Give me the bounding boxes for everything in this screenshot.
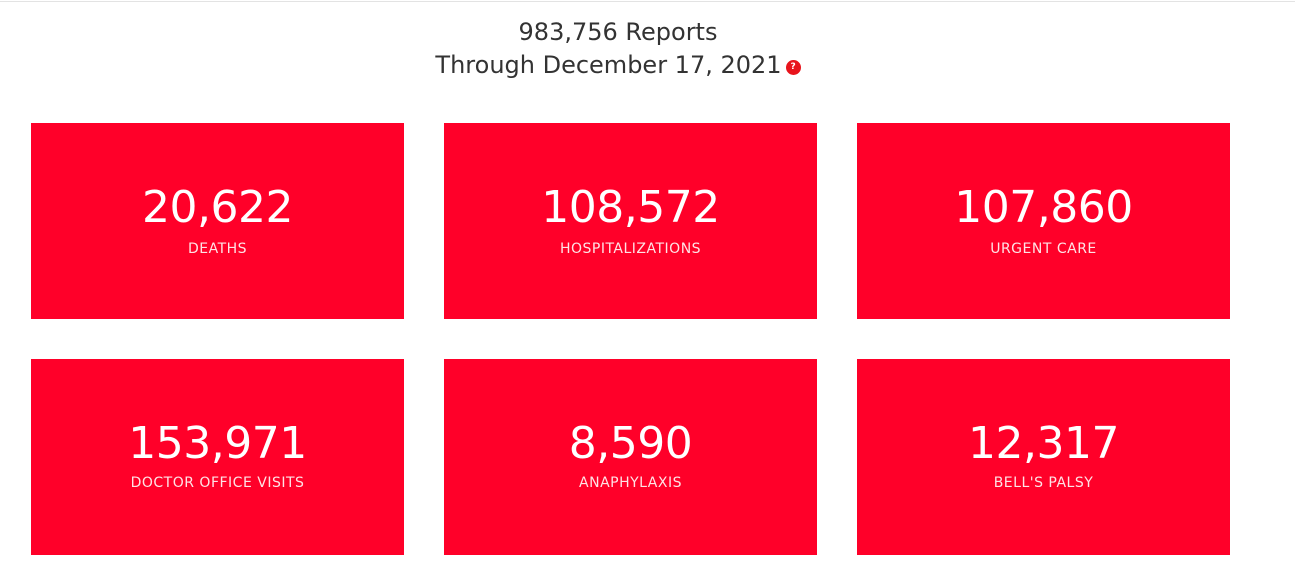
through-date-line: Through December 17, 2021?: [0, 49, 1236, 82]
top-divider: [0, 1, 1295, 2]
stat-label: BELL'S PALSY: [993, 475, 1094, 491]
stat-label: ANAPHYLAXIS: [579, 475, 682, 491]
stat-card-urgent-care: 107,860 URGENT CARE: [857, 123, 1230, 319]
question-mark-icon[interactable]: ?: [785, 59, 801, 75]
stat-label: URGENT CARE: [990, 241, 1097, 257]
stat-value: 153,971: [128, 418, 307, 469]
stat-card-anaphylaxis: 8,590 ANAPHYLAXIS: [444, 359, 817, 555]
stats-grid: 20,622 DEATHS 108,572 HOSPITALIZATIONS 1…: [31, 123, 1231, 555]
stat-card-bells-palsy: 12,317 BELL'S PALSY: [857, 359, 1230, 555]
stat-card-deaths: 20,622 DEATHS: [31, 123, 404, 319]
through-date: Through December 17, 2021: [435, 51, 782, 79]
stat-value: 108,572: [541, 182, 720, 233]
report-summary-header: 983,756 Reports Through December 17, 202…: [0, 16, 1236, 82]
stat-value: 107,860: [954, 182, 1133, 233]
stat-value: 12,317: [968, 418, 1119, 469]
stat-value: 20,622: [142, 182, 293, 233]
stat-card-doctor-office-visits: 153,971 DOCTOR OFFICE VISITS: [31, 359, 404, 555]
stat-label: DOCTOR OFFICE VISITS: [130, 475, 305, 491]
stat-label: DEATHS: [187, 241, 248, 257]
report-count: 983,756 Reports: [518, 18, 718, 46]
stat-card-hospitalizations: 108,572 HOSPITALIZATIONS: [444, 123, 817, 319]
stat-value: 8,590: [568, 418, 693, 469]
stat-label: HOSPITALIZATIONS: [559, 241, 702, 257]
